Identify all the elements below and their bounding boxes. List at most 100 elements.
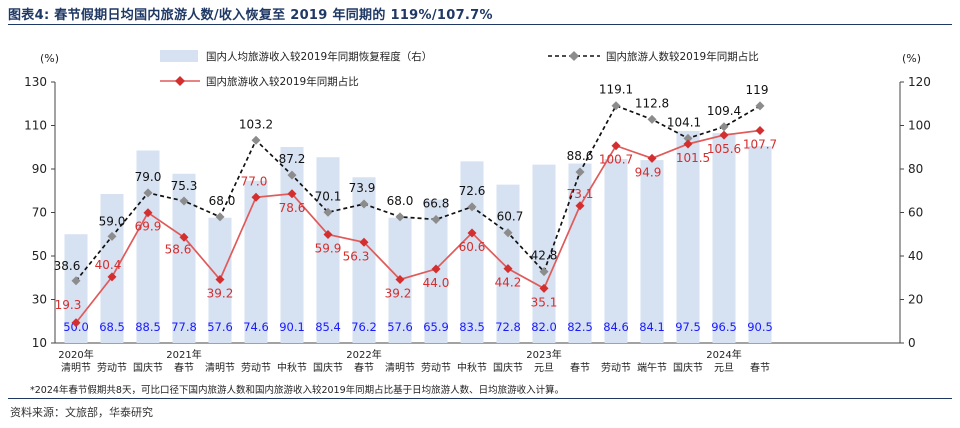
bar-value-label: 88.5 [135, 320, 161, 334]
income-point [719, 130, 729, 140]
bar [640, 160, 664, 343]
legend-marker-income [175, 76, 185, 86]
people-point [323, 207, 333, 217]
right-tick-label: 120 [908, 75, 931, 89]
income-data-label: 59.9 [315, 241, 342, 255]
bar [316, 157, 340, 343]
people-series-line [75, 104, 761, 282]
people-point [755, 101, 765, 111]
income-point [359, 237, 369, 247]
people-point [251, 135, 261, 145]
people-data-label: 73.9 [349, 181, 376, 195]
people-data-label: 109.4 [707, 104, 741, 118]
bar-value-label: 68.5 [99, 320, 125, 334]
income-point [647, 153, 657, 163]
x-tick-label: 春节 [174, 362, 194, 374]
income-point [287, 189, 297, 199]
bar [568, 163, 592, 343]
income-point [755, 126, 765, 136]
x-tick-label: 国庆节 [493, 361, 523, 374]
income-point [395, 274, 405, 284]
income-data-label: 78.6 [279, 201, 306, 215]
income-point [467, 228, 477, 238]
x-group-label: 2023年 [526, 348, 561, 361]
x-group-label: 2022年 [346, 348, 381, 361]
bar [100, 194, 124, 343]
x-tick-label: 劳动节 [241, 361, 271, 374]
x-tick-label: 劳动节 [421, 361, 451, 374]
income-data-label: 39.2 [207, 286, 234, 300]
x-tick-label: 清明节 [61, 361, 91, 374]
source-note: 资料来源：文旅部，华泰研究 [10, 406, 153, 419]
legend-swatch-bar [160, 50, 198, 62]
income-data-label: 107.7 [743, 138, 777, 152]
legend-marker-people [569, 51, 579, 61]
bar-value-label: 76.2 [351, 320, 377, 334]
bar-value-label: 97.5 [675, 320, 701, 334]
footnote: *2024年春节假期共8天，可比口径下国内旅游人数和国内旅游收入较2019年同期… [30, 385, 565, 396]
right-tick-label: 20 [908, 293, 923, 307]
people-point [683, 133, 693, 143]
bar [712, 133, 736, 343]
x-group-label: 2020年 [58, 348, 93, 361]
income-data-label: 105.6 [707, 142, 741, 156]
income-point [179, 232, 189, 242]
bar-value-label: 96.5 [711, 320, 737, 334]
people-point [287, 170, 297, 180]
x-tick-label: 劳动节 [97, 361, 127, 374]
right-tick-label: 60 [908, 206, 923, 220]
bar-value-label: 57.6 [387, 320, 413, 334]
people-point [107, 231, 117, 241]
income-point [503, 264, 513, 274]
people-data-label: 59.0 [99, 214, 126, 228]
right-tick-label: 0 [908, 336, 916, 350]
people-point [143, 188, 153, 198]
people-point [467, 202, 477, 212]
people-data-label: 104.1 [667, 115, 701, 129]
bar [280, 147, 304, 343]
people-point [71, 276, 81, 286]
left-tick-label: 10 [32, 336, 47, 350]
x-tick-label: 元旦 [714, 362, 734, 374]
bar-value-label: 65.9 [423, 320, 449, 334]
people-point [395, 212, 405, 222]
people-point [611, 101, 621, 111]
people-data-label: 88.6 [567, 149, 594, 163]
people-data-label: 119.1 [599, 83, 633, 97]
bar [748, 146, 772, 343]
people-point [575, 167, 585, 177]
people-point [539, 267, 549, 277]
people-data-label: 119 [746, 83, 769, 97]
income-data-label: 94.9 [635, 165, 662, 179]
people-data-label: 87.2 [279, 152, 306, 166]
left-tick-label: 90 [32, 162, 47, 176]
people-data-label: 68.0 [209, 194, 236, 208]
people-point [215, 212, 225, 222]
income-data-label: 101.5 [676, 151, 710, 165]
bar [460, 161, 484, 343]
income-point [683, 139, 693, 149]
income-data-label: 58.6 [165, 242, 192, 256]
bar-value-label: 82.5 [567, 320, 593, 334]
people-data-label: 103.2 [239, 117, 273, 131]
income-point [215, 274, 225, 284]
bar [532, 164, 556, 343]
income-data-label: 35.1 [531, 295, 558, 309]
income-data-label: 100.7 [599, 153, 633, 167]
left-tick-label: 70 [32, 206, 47, 220]
bar-value-label: 90.1 [279, 320, 305, 334]
income-data-label: 56.3 [343, 249, 370, 263]
people-point [359, 199, 369, 209]
bar-value-label: 74.6 [243, 320, 269, 334]
people-data-label: 42.8 [531, 249, 558, 263]
bar [496, 184, 520, 343]
x-group-label: 2024年 [706, 348, 741, 361]
x-tick-label: 清明节 [205, 361, 235, 374]
people-data-label: 75.3 [171, 179, 198, 193]
right-tick-label: 80 [908, 162, 923, 176]
bar-value-label: 84.1 [639, 320, 665, 334]
people-point [179, 196, 189, 206]
income-point [539, 283, 549, 293]
people-data-label: 66.8 [423, 196, 450, 210]
title-rule [8, 24, 952, 25]
